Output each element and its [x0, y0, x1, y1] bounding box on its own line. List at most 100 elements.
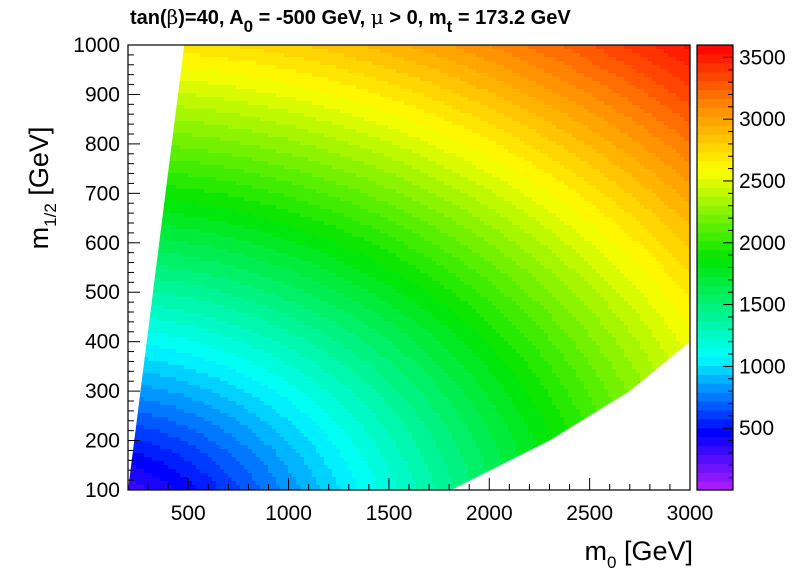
heatmap-cell [240, 105, 245, 110]
heatmap-cell [388, 69, 393, 74]
heatmap-cell [424, 117, 429, 122]
heatmap-cell [588, 165, 593, 170]
heatmap-cell [684, 81, 689, 86]
heatmap-cell [500, 49, 505, 54]
heatmap-cell [408, 93, 413, 98]
heatmap-cell [536, 97, 541, 102]
heatmap-cell [360, 53, 365, 58]
heatmap-cell [216, 165, 221, 170]
heatmap-cell [252, 73, 257, 78]
heatmap-cell [312, 57, 317, 62]
heatmap-cell [512, 173, 517, 178]
heatmap-cell [236, 165, 241, 170]
heatmap-cell [308, 161, 313, 166]
heatmap-cell [224, 129, 229, 134]
heatmap-cell [352, 93, 357, 98]
heatmap-cell [212, 73, 217, 78]
heatmap-cell [568, 117, 573, 122]
heatmap-cell [536, 169, 541, 174]
heatmap-cell [344, 165, 349, 170]
heatmap-cell [488, 113, 493, 118]
heatmap-cell [180, 125, 185, 130]
heatmap-cell [188, 129, 193, 134]
heatmap-cell [340, 133, 345, 138]
heatmap-cell [500, 93, 505, 98]
heatmap-cell [444, 85, 449, 90]
heatmap-cell [372, 53, 377, 58]
heatmap-cell [636, 157, 641, 162]
heatmap-cell [248, 101, 253, 106]
heatmap-cell [540, 61, 545, 66]
heatmap-cell [632, 53, 637, 58]
heatmap-cell [380, 65, 385, 70]
heatmap-cell [344, 137, 349, 142]
heatmap-cell [484, 173, 489, 178]
heatmap-cell [680, 137, 685, 142]
heatmap-cell [300, 101, 305, 106]
heatmap-cell [648, 157, 653, 162]
heatmap-cell [608, 69, 613, 74]
heatmap-cell [416, 93, 421, 98]
heatmap-cell [328, 81, 333, 86]
heatmap-cell [272, 93, 277, 98]
heatmap-cell [564, 165, 569, 170]
heatmap-cell [584, 169, 589, 174]
heatmap-cell [188, 137, 193, 142]
heatmap-cell [544, 153, 549, 158]
heatmap-cell [276, 177, 281, 182]
heatmap-cell [272, 57, 277, 62]
heatmap-cell [396, 109, 401, 114]
heatmap-cell [604, 61, 609, 66]
heatmap-cell [172, 137, 177, 142]
heatmap-cell [188, 73, 193, 78]
heatmap-cell [680, 77, 685, 82]
heatmap-cell [680, 113, 685, 118]
heatmap-cell [676, 49, 681, 54]
heatmap-cell [584, 61, 589, 66]
heatmap-cell [352, 85, 357, 90]
heatmap-cell [464, 129, 469, 134]
heatmap-cell [612, 81, 617, 86]
heatmap-cell [464, 133, 469, 138]
heatmap-cell [400, 169, 405, 174]
heatmap-cell [288, 73, 293, 78]
heatmap-cell [300, 45, 305, 50]
heatmap-cell [232, 117, 237, 122]
heatmap-cell [232, 69, 237, 74]
heatmap-cell [580, 109, 585, 114]
heatmap-cell [288, 169, 293, 174]
heatmap-cell [180, 133, 185, 138]
heatmap-cell [688, 177, 690, 182]
heatmap-cell [576, 137, 581, 142]
heatmap-cell [292, 101, 297, 106]
heatmap-cell [432, 137, 437, 142]
heatmap-cell [328, 145, 333, 150]
heatmap-cell [384, 117, 389, 122]
heatmap-cell [224, 113, 229, 118]
heatmap-cell [544, 121, 549, 126]
heatmap-cell [264, 125, 269, 130]
heatmap-cell [552, 129, 557, 134]
heatmap-cell [676, 153, 681, 158]
heatmap-cell [244, 185, 249, 190]
heatmap-cell [428, 153, 433, 158]
heatmap-cell [456, 109, 461, 114]
heatmap-cell [364, 141, 369, 146]
heatmap-cell [372, 81, 377, 86]
heatmap-cell [324, 185, 329, 190]
heatmap-cell [672, 165, 677, 170]
heatmap-cell [200, 125, 205, 130]
heatmap-cell [612, 49, 617, 54]
heatmap-cell [544, 113, 549, 118]
heatmap-cell [504, 177, 509, 182]
heatmap-cell [688, 133, 690, 138]
heatmap-cell [180, 101, 185, 106]
heatmap-cell [232, 161, 237, 166]
heatmap-cell [588, 57, 593, 62]
heatmap-cell [328, 173, 333, 178]
heatmap-cell [652, 81, 657, 86]
heatmap-cell [336, 101, 341, 106]
heatmap-cell [436, 65, 441, 70]
heatmap-cell [224, 61, 229, 66]
heatmap-cell [364, 125, 369, 130]
